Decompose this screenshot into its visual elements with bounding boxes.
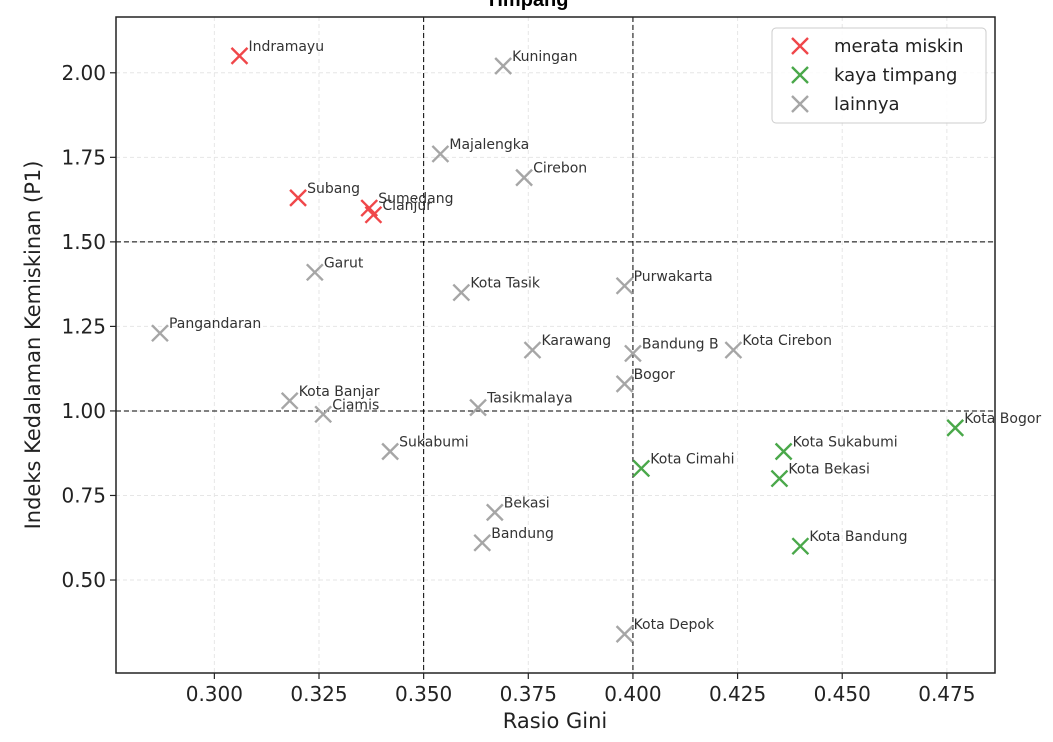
point-marker	[231, 48, 247, 64]
point-marker	[524, 342, 540, 358]
point-label: Bekasi	[504, 495, 550, 511]
point-label: Bogor	[634, 367, 676, 383]
x-tick-label: 0.300	[186, 682, 243, 706]
data-point: Kota Sukabumi	[776, 435, 898, 460]
legend: merata miskin kaya timpang lainnya	[772, 28, 986, 123]
data-point: Purwakarta	[617, 269, 713, 294]
data-point: Sukabumi	[382, 435, 469, 460]
point-marker	[382, 444, 398, 460]
y-tick-label: 1.50	[61, 230, 106, 254]
data-point: Indramayu	[231, 39, 324, 64]
point-label: Kota Sukabumi	[793, 435, 898, 451]
data-point: Kota Bekasi	[771, 462, 869, 487]
point-label: Pangandaran	[169, 316, 261, 332]
data-point: Kuningan	[495, 49, 577, 74]
point-label: Purwakarta	[634, 269, 713, 285]
data-point: Bandung	[474, 526, 554, 551]
point-marker	[474, 535, 490, 551]
y-axis-ticks: 0.50 0.75 1.00 1.25 1.50 1.75 2.00	[61, 61, 116, 592]
point-label: Bandung	[491, 526, 554, 542]
data-point: Cirebon	[516, 161, 587, 186]
data-point: Kota Depok	[617, 617, 715, 642]
data-point: Kota Cirebon	[725, 333, 832, 358]
data-point: Garut	[307, 255, 364, 280]
point-marker	[315, 406, 331, 422]
point-marker	[487, 504, 503, 520]
point-marker	[725, 342, 741, 358]
point-marker	[365, 207, 381, 223]
data-point: Kota Bandung	[792, 529, 907, 554]
data-point: Ciamis	[315, 397, 379, 422]
data-point: Karawang	[524, 333, 611, 358]
point-marker	[792, 538, 808, 554]
data-point: Majalengka	[432, 137, 529, 162]
x-tick-label: 0.400	[604, 682, 661, 706]
point-marker	[617, 626, 633, 642]
point-label: Kota Depok	[634, 617, 715, 633]
point-marker	[432, 146, 448, 162]
legend-label: lainnya	[834, 94, 900, 115]
point-label: Kota Bandung	[809, 529, 907, 545]
data-point: Kota Cimahi	[633, 451, 734, 476]
point-label: Cianjur	[382, 198, 432, 214]
y-tick-label: 1.25	[61, 314, 106, 338]
x-tick-label: 0.375	[500, 682, 557, 706]
point-marker	[771, 471, 787, 487]
point-marker	[617, 376, 633, 392]
legend-label: kaya timpang	[834, 65, 957, 86]
y-tick-label: 1.00	[61, 399, 106, 423]
point-marker	[290, 190, 306, 206]
point-marker	[633, 460, 649, 476]
point-label: Ciamis	[332, 397, 379, 413]
data-point: Subang	[290, 181, 360, 206]
data-point: Tasikmalaya	[470, 391, 573, 416]
point-label: Karawang	[541, 333, 611, 349]
y-tick-label: 1.75	[61, 145, 106, 169]
legend-label: merata miskin	[834, 36, 964, 57]
y-axis-title: Indeks Kedalaman Kemiskinan (P1)	[21, 161, 45, 530]
point-label: Kota Cimahi	[650, 451, 734, 467]
point-label: Sukabumi	[399, 435, 469, 451]
point-label: Tasikmalaya	[486, 391, 573, 407]
point-marker	[470, 400, 486, 416]
point-marker	[453, 285, 469, 301]
data-point: Bekasi	[487, 495, 550, 520]
x-tick-label: 0.475	[918, 682, 975, 706]
point-marker	[516, 170, 532, 186]
x-tick-label: 0.425	[709, 682, 766, 706]
point-label: Kota Bogor	[964, 411, 1041, 427]
point-label: Subang	[307, 181, 360, 197]
point-label: Kota Tasik	[470, 276, 541, 292]
y-tick-label: 0.75	[61, 483, 106, 507]
y-tick-label: 0.50	[61, 568, 106, 592]
point-marker	[495, 58, 511, 74]
point-label: Majalengka	[449, 137, 529, 153]
point-marker	[307, 264, 323, 280]
data-point: Kota Tasik	[453, 276, 541, 301]
data-point: Bogor	[617, 367, 676, 392]
data-point: Bandung B	[625, 336, 719, 361]
point-label: Kota Bekasi	[788, 462, 869, 478]
point-label: Garut	[324, 255, 364, 271]
point-marker	[282, 393, 298, 409]
point-label: Indramayu	[248, 39, 324, 55]
point-marker	[152, 325, 168, 341]
point-label: Kuningan	[512, 49, 577, 65]
x-tick-label: 0.350	[395, 682, 452, 706]
point-label: Cirebon	[533, 161, 587, 177]
x-tick-label: 0.325	[290, 682, 347, 706]
point-marker	[776, 444, 792, 460]
data-point: Pangandaran	[152, 316, 261, 341]
x-tick-label: 0.450	[814, 682, 871, 706]
point-marker	[617, 278, 633, 294]
point-label: Bandung B	[642, 336, 719, 352]
x-axis-title: Rasio Gini	[503, 709, 608, 733]
point-marker	[947, 420, 963, 436]
x-axis-ticks: 0.300 0.325 0.350 0.375 0.400 0.425 0.450 0.475	[186, 673, 976, 706]
point-label: Kota Cirebon	[742, 333, 832, 349]
chart-title: Timpang	[486, 0, 569, 11]
y-tick-label: 2.00	[61, 61, 106, 85]
